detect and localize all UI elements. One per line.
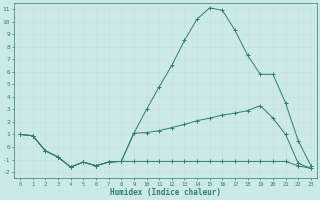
- X-axis label: Humidex (Indice chaleur): Humidex (Indice chaleur): [110, 188, 221, 197]
